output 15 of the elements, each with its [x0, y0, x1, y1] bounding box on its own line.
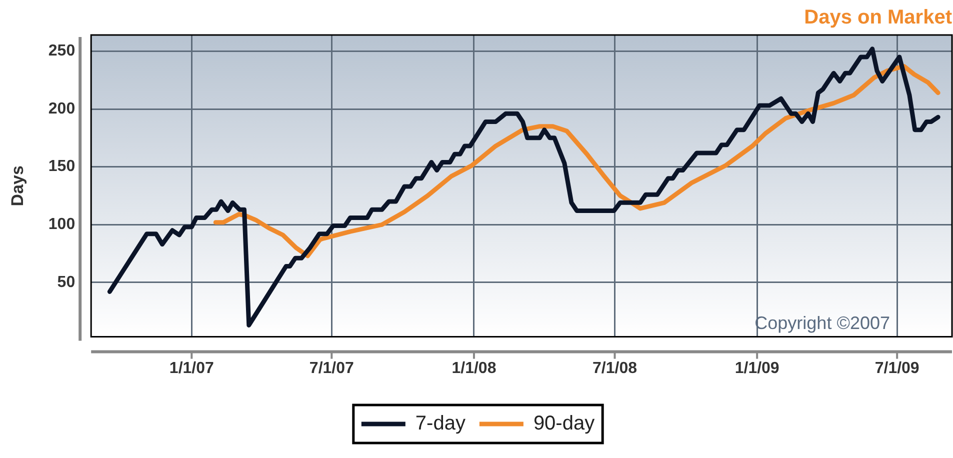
- x-tick-label: 1/1/09: [734, 360, 780, 377]
- y-tick-label: 50: [57, 274, 76, 291]
- y-tick-label: 100: [48, 216, 76, 234]
- x-tick-label: 7/1/09: [874, 360, 920, 377]
- x-tick-label: 7/1/08: [592, 360, 638, 377]
- y-tick-label: 150: [48, 158, 76, 176]
- x-tick-label: 7/1/07: [309, 360, 354, 377]
- legend-label: 7-day: [415, 412, 466, 435]
- x-tick-label: 1/1/07: [169, 360, 214, 377]
- x-tick-label: 1/1/08: [452, 360, 496, 377]
- legend-label: 90-day: [533, 412, 595, 435]
- y-tick-label: 250: [48, 42, 76, 60]
- chart-title: Days on Market: [804, 6, 952, 29]
- y-tick-label: 200: [48, 100, 76, 118]
- y-axis-title: Days: [8, 166, 27, 206]
